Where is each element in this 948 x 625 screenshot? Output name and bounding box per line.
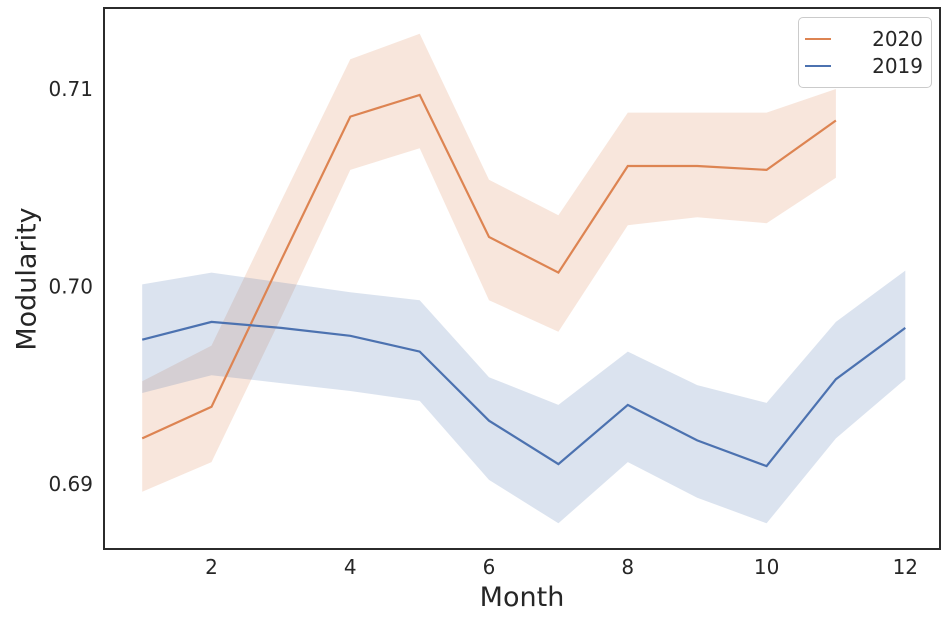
series-2019-line (141, 320, 906, 468)
series-2020-line (141, 93, 837, 440)
series-2020-band (142, 33, 836, 492)
plot-frame (103, 7, 941, 550)
legend-entry-2020: 2020 (805, 28, 923, 50)
legend: 2020 2019 (798, 17, 932, 88)
y-tick-label: 0.71 (48, 77, 93, 101)
x-tick-label: 12 (893, 555, 918, 579)
x-tick-label: 8 (621, 555, 634, 579)
y-tick-label: 0.69 (48, 472, 93, 496)
y-axis-label: Modularity (11, 207, 43, 351)
y-tick-label: 0.70 (48, 274, 93, 298)
legend-line-2020-icon (805, 37, 831, 40)
x-tick-label: 2 (205, 555, 218, 579)
x-tick-label: 10 (754, 555, 779, 579)
x-tick-label: 4 (344, 555, 357, 579)
legend-entry-2019: 2019 (805, 55, 923, 77)
legend-line-2019-icon (805, 65, 831, 68)
x-tick-label: 6 (483, 555, 496, 579)
legend-label-2020: 2020 (872, 26, 923, 51)
legend-label-2019: 2019 (872, 54, 923, 79)
x-axis-label: Month (479, 582, 565, 613)
